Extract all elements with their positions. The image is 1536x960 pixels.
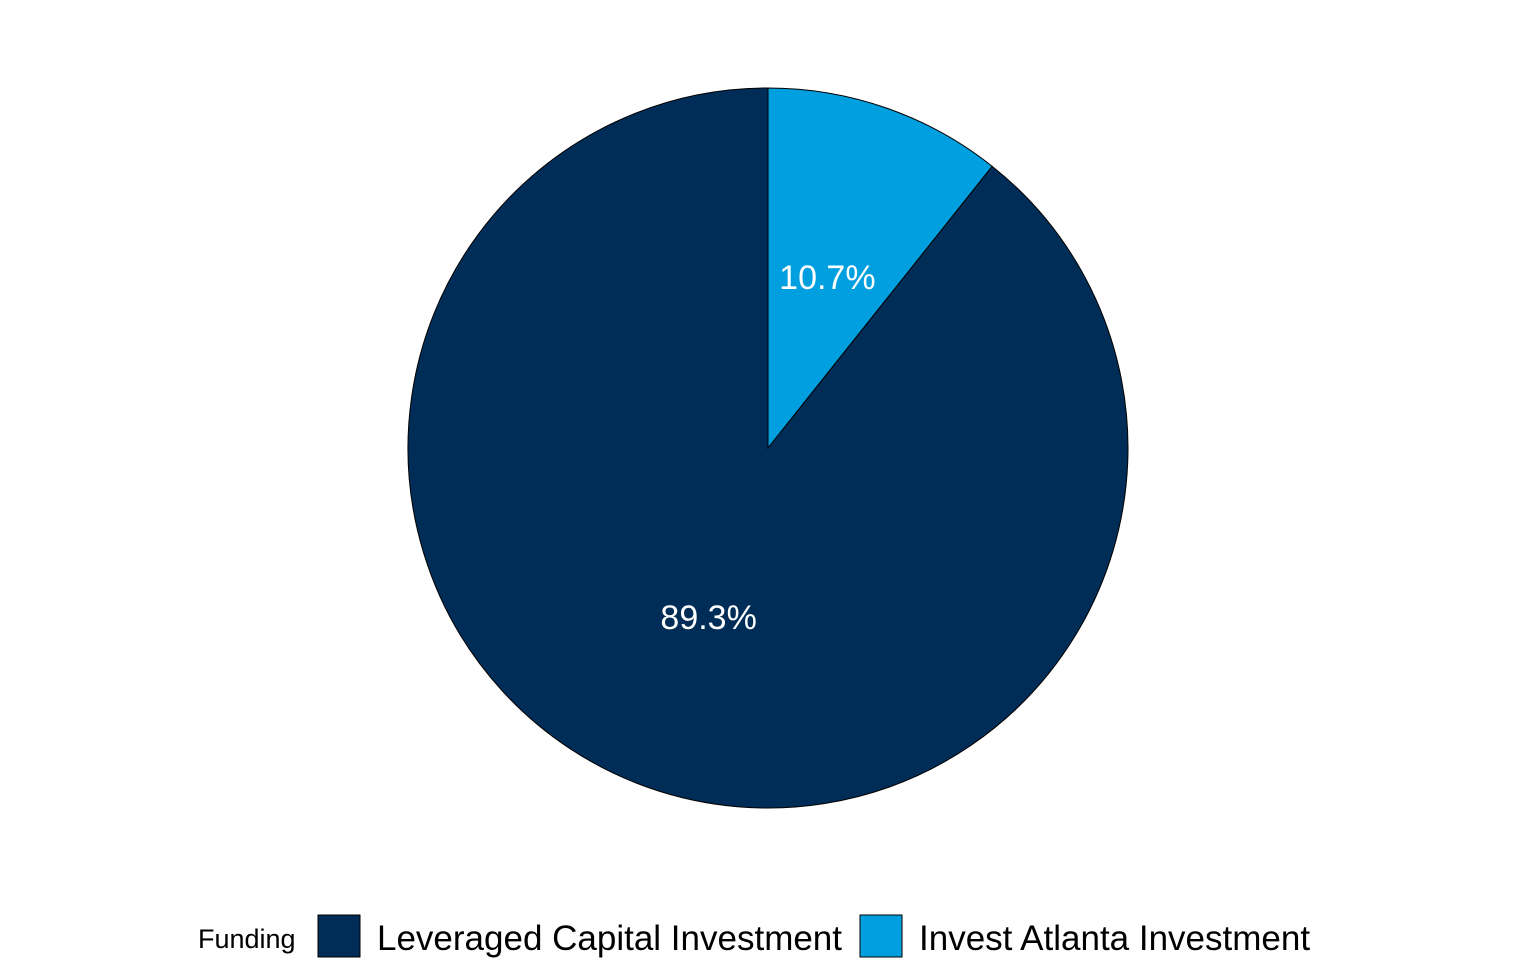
slice-label: 89.3% — [660, 599, 756, 637]
legend: Funding Leveraged Capital Investment Inve… — [198, 914, 1310, 958]
pie-slice-invest-atlanta-investment — [767, 87, 993, 450]
legend-label: Invest Atlanta Investment — [919, 919, 1310, 958]
slice-labels: 10.7% 89.3% — [660, 259, 875, 637]
pie-slices — [407, 87, 1129, 809]
legend-title: Funding — [198, 924, 296, 954]
slice-label: 10.7% — [779, 259, 875, 297]
pie-slice-leveraged-capital-investment — [407, 87, 1129, 809]
legend-label: Leveraged Capital Investment — [377, 919, 842, 958]
legend-key — [317, 914, 361, 958]
legend-key — [859, 914, 903, 958]
